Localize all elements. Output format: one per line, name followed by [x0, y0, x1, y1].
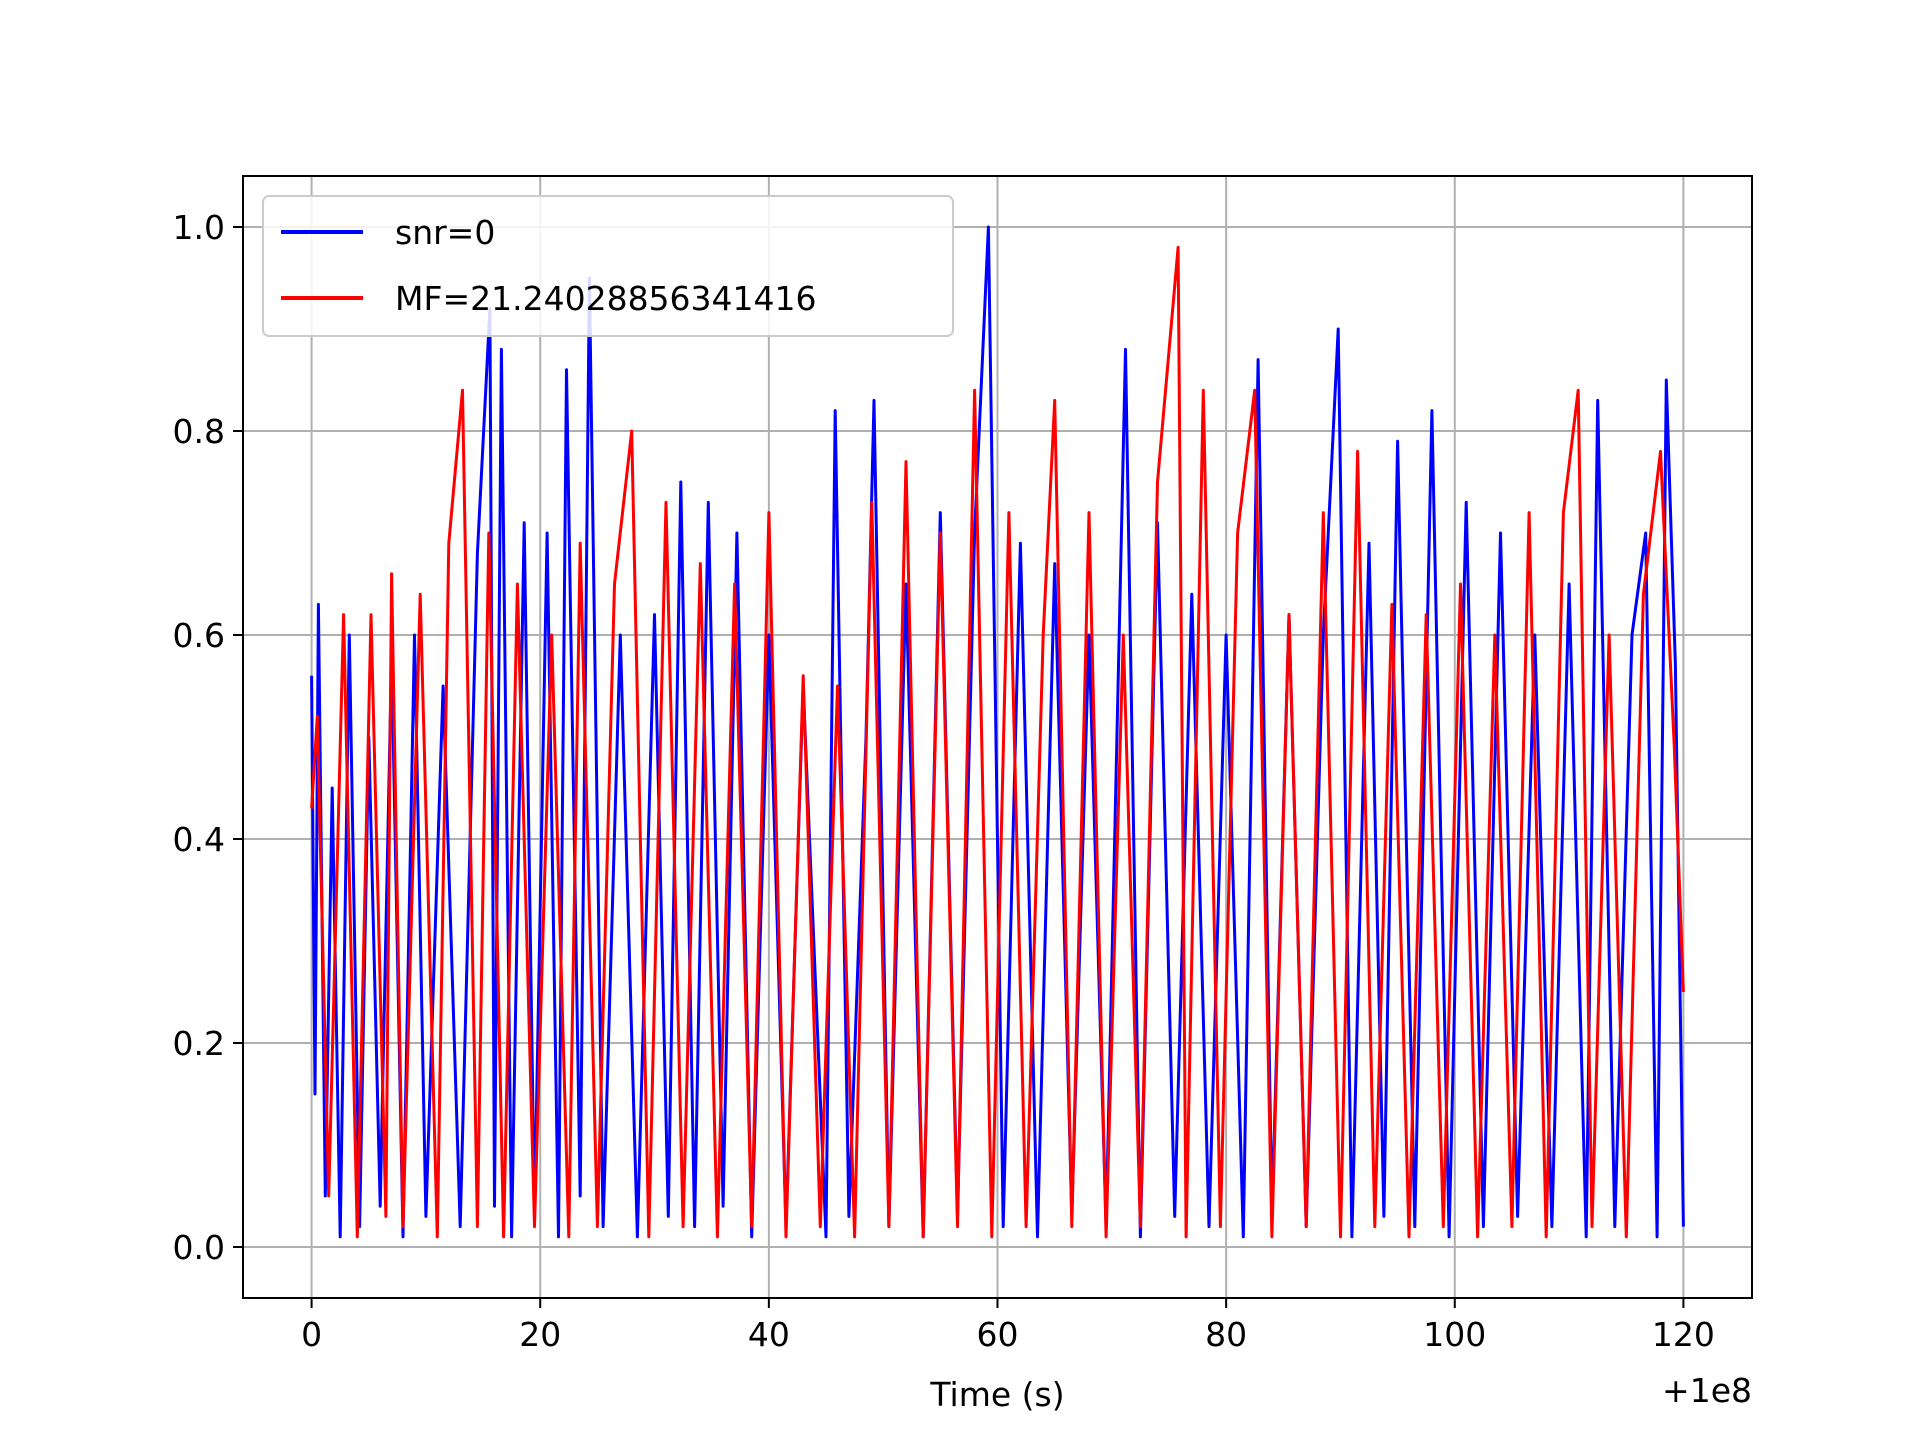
y-tick-label: 0.8: [173, 412, 225, 451]
series-line-2: [310, 245, 1685, 1239]
x-tick-label: 80: [1205, 1315, 1247, 1354]
ticks: 0 20 40 60 80 100 120 0.0 0.2 0.4 0.6 0.8 1.0: [173, 208, 1715, 1354]
legend-box: [262, 195, 954, 337]
y-tick-label: 0.6: [173, 616, 225, 655]
y-tick-label: 0.4: [173, 820, 225, 859]
y-tick-label: 1.0: [173, 208, 225, 247]
x-tick-label: 40: [748, 1315, 790, 1354]
legend-entry-2: MF=21.24028856341416: [395, 279, 817, 318]
legend-entry-1: snr=0: [395, 213, 495, 252]
x-axis-offset-label: +1e8: [1662, 1371, 1752, 1410]
y-tick-label: 0.2: [173, 1024, 225, 1063]
x-tick-label: 120: [1652, 1315, 1715, 1354]
legend: snr=0 MF=21.24028856341416: [262, 195, 954, 337]
x-tick-label: 100: [1423, 1315, 1486, 1354]
x-tick-label: 20: [519, 1315, 561, 1354]
x-tick-label: 60: [977, 1315, 1019, 1354]
x-axis-label: Time (s): [929, 1375, 1064, 1414]
x-tick-label: 0: [301, 1315, 322, 1354]
y-tick-label: 0.0: [173, 1228, 225, 1267]
plot-area: [310, 225, 1685, 1239]
